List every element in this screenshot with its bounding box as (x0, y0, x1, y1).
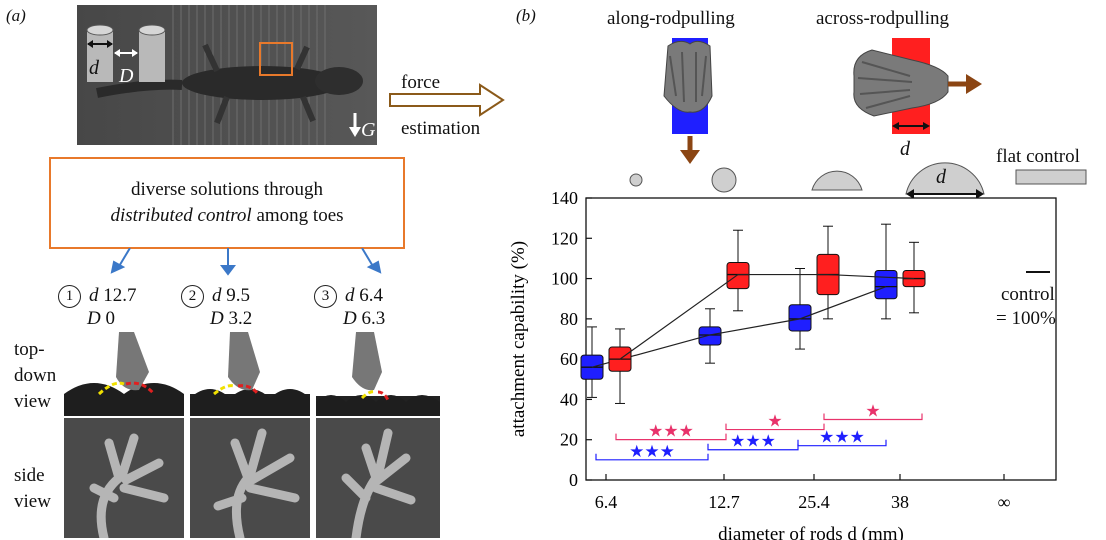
y-tick-label: 40 (560, 389, 578, 409)
side-line-2: view (14, 491, 51, 512)
median-trend-line (591, 286, 887, 368)
side-photo-1 (64, 418, 184, 538)
config-3-number: 3 (314, 285, 337, 308)
top-down-view-label: top- down view (14, 337, 56, 415)
significance-stars: ★★★ (819, 428, 865, 447)
config-2-D-label: D (210, 308, 224, 329)
box-line-2-italic: distributed control (110, 205, 252, 226)
box (788, 304, 812, 332)
box (874, 270, 898, 300)
y-tick-label: 80 (560, 309, 578, 329)
config-2-d-label: d (212, 285, 222, 306)
config-3-d-label: d (345, 285, 355, 306)
estimation-label: estimation (401, 118, 481, 139)
x-tick-label: 6.4 (595, 492, 618, 512)
y-tick-label: 0 (569, 470, 578, 490)
x-tick-label: 12.7 (708, 492, 740, 512)
side-photo-3 (316, 418, 440, 538)
significance-stars: ★ (767, 412, 782, 431)
control-label-1: control (1001, 284, 1055, 305)
force-label: force (401, 72, 441, 93)
photo-label-D: D (119, 65, 134, 87)
y-tick-label: 140 (551, 188, 578, 208)
box-line-2: distributed control among toes (51, 203, 403, 229)
significance-bracket (615, 433, 727, 441)
across-d-label: d (900, 138, 910, 160)
photo-label-d: d (89, 57, 99, 79)
rod-shape-icons (629, 162, 1087, 198)
top-down-line-1: top- (14, 339, 45, 360)
panel-a-letter: (a) (6, 6, 26, 25)
top-down-photo-1 (64, 332, 184, 416)
x-axis-label: diameter of rods d (mm) (718, 524, 904, 540)
config-1-number: 1 (58, 285, 81, 308)
config-2-D-value: 3.2 (228, 308, 253, 329)
control-line-legend (1026, 271, 1050, 273)
config-2-d-value: 9.5 (226, 285, 250, 306)
across-rodpulling-label: across-rodpulling (816, 8, 949, 29)
config-2-number: 2 (181, 285, 204, 308)
side-line-1: side (14, 465, 45, 486)
force-estimation-arrow (389, 83, 505, 117)
along-rodpulling-illustration (663, 38, 713, 164)
side-view-label: side view (14, 463, 51, 515)
gecko-photo: d D G (77, 5, 377, 145)
significance-stars: ★★★ (730, 432, 776, 451)
attachment-capability-chart: 0 20 40 60 80 100 120 140 6.4 12.7 25.4 38 ∞ diameter… (508, 188, 1057, 540)
y-tick-label: 100 (551, 269, 578, 289)
y-axis-label: attachment capability (%) (508, 241, 529, 437)
across-rodpulling-illustration (853, 38, 982, 134)
config-1-d-label: d (89, 285, 99, 306)
top-down-photo-2 (190, 332, 310, 416)
panel-b-letter: (b) (516, 6, 536, 25)
config-1-D-value: 0 (105, 308, 115, 329)
box (726, 261, 750, 290)
x-tick-label: ∞ (998, 492, 1011, 512)
config-1-d-value: 12.7 (103, 285, 137, 306)
significance-bracket (823, 413, 923, 421)
config-3-D-value: 6.3 (361, 308, 386, 329)
top-down-line-3: view (14, 391, 51, 412)
config-3-D-label: D (343, 308, 357, 329)
significance-stars: ★★★ (648, 422, 694, 441)
blue-arrows (110, 248, 382, 276)
x-tick-label: 25.4 (798, 492, 830, 512)
box (698, 326, 722, 346)
y-tick-label: 20 (560, 430, 578, 450)
photo-label-G: G (361, 119, 376, 141)
significance-stars: ★★★ (629, 442, 675, 461)
significance-bracket (595, 453, 709, 461)
side-photo-2 (190, 418, 310, 538)
significance-stars: ★ (865, 402, 880, 421)
box-line-1: diverse solutions through (130, 179, 324, 200)
distributed-control-box: diverse solutions through distributed co… (49, 157, 405, 249)
y-tick-label: 120 (551, 228, 578, 248)
gecko-photo-illustration (77, 5, 377, 145)
config-1-D-label: D (87, 308, 101, 329)
config-3-d-value: 6.4 (359, 285, 383, 306)
significance-bracket (707, 443, 799, 451)
plot-frame (585, 197, 1057, 481)
top-down-photo-3 (316, 332, 440, 416)
y-tick-label: 60 (560, 349, 578, 369)
along-rodpulling-label: along-rodpulling (607, 8, 735, 29)
median-trend-line (619, 273, 915, 360)
box-line-2-rest: among toes (251, 205, 344, 226)
significance-bracket (797, 439, 887, 447)
top-down-line-2: down (14, 365, 57, 386)
flat-control-label: flat control (996, 146, 1080, 167)
control-label-2: = 100% (996, 308, 1056, 329)
x-tick-label: 38 (891, 492, 909, 512)
rod-d-label: d (936, 166, 946, 188)
significance-bracket (725, 423, 825, 431)
